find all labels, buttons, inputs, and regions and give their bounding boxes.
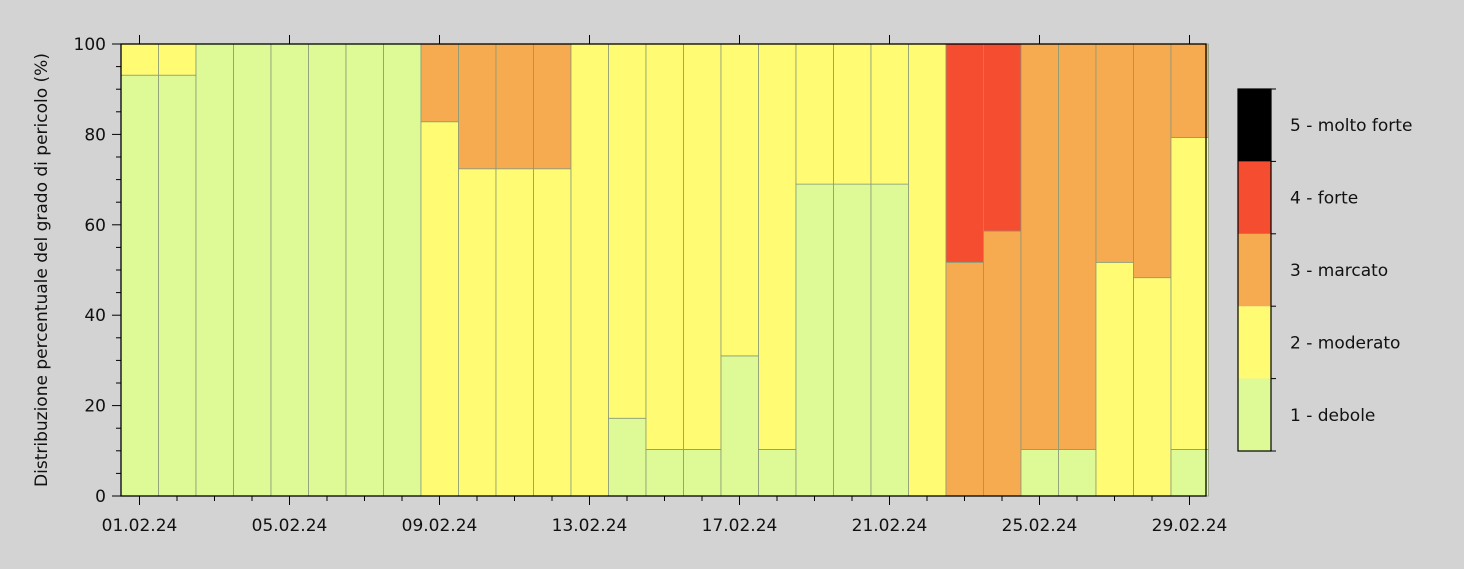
bar-segment-1-day-18 xyxy=(758,449,797,497)
x-tick-label: 29.02.24 xyxy=(1152,516,1228,536)
bar-segment-1-day-2 xyxy=(158,74,197,497)
bar-segment-4-day-24 xyxy=(983,43,1022,232)
legend-swatch xyxy=(1238,378,1271,451)
bar-segment-3-day-11 xyxy=(495,43,534,170)
bar-segment-3-day-28 xyxy=(1133,43,1172,279)
bars-layer xyxy=(120,43,1209,497)
bar-segment-2-day-22 xyxy=(908,43,947,497)
y-tick-label: 20 xyxy=(84,397,106,417)
bar-segment-1-day-26 xyxy=(1058,449,1097,497)
bar-segment-2-day-19 xyxy=(795,43,834,185)
bar-segment-2-day-17 xyxy=(720,43,759,357)
bar-segment-1-day-14 xyxy=(608,417,647,497)
y-tick-label: 0 xyxy=(95,487,106,507)
legend-label: 3 - marcato xyxy=(1290,261,1388,281)
bar-segment-2-day-28 xyxy=(1133,277,1172,497)
bar-segment-3-day-25 xyxy=(1020,43,1059,450)
bar-segment-2-day-18 xyxy=(758,43,797,450)
bar-segment-3-day-29 xyxy=(1170,43,1209,138)
x-tick-label: 13.02.24 xyxy=(552,516,628,536)
bar-segment-1-day-17 xyxy=(720,355,759,497)
y-tick-label: 80 xyxy=(84,125,106,145)
bar-segment-2-day-27 xyxy=(1095,261,1134,497)
x-tick-label: 05.02.24 xyxy=(252,516,328,536)
x-tick-label: 01.02.24 xyxy=(102,516,178,536)
bar-segment-2-day-10 xyxy=(458,168,497,497)
x-tick-label: 21.02.24 xyxy=(852,516,928,536)
x-tick-label: 25.02.24 xyxy=(1002,516,1078,536)
bar-segment-3-day-12 xyxy=(533,43,572,170)
legend-label: 2 - moderato xyxy=(1290,333,1400,353)
legend-swatch xyxy=(1238,233,1271,307)
bar-segment-1-day-3 xyxy=(195,43,234,497)
legend-label: 5 - molto forte xyxy=(1290,116,1412,136)
bar-segment-2-day-2 xyxy=(158,43,197,76)
bar-segment-2-day-14 xyxy=(608,43,647,419)
bar-segment-3-day-23 xyxy=(945,261,984,497)
bar-segment-2-day-13 xyxy=(570,43,609,497)
bar-segment-3-day-9 xyxy=(420,43,459,123)
bar-segment-1-day-1 xyxy=(120,74,159,497)
legend-swatch xyxy=(1238,161,1271,234)
bar-segment-2-day-21 xyxy=(870,43,909,185)
bar-segment-2-day-9 xyxy=(420,121,459,497)
bar-segment-1-day-5 xyxy=(270,43,309,497)
bar-segment-3-day-27 xyxy=(1095,43,1134,263)
y-tick-label: 40 xyxy=(84,306,106,326)
y-axis-label: Distribuzione percentuale del grado di p… xyxy=(32,53,52,487)
bar-segment-3-day-26 xyxy=(1058,43,1097,450)
bar-segment-2-day-29 xyxy=(1170,137,1209,450)
bar-segment-1-day-25 xyxy=(1020,449,1059,497)
bar-segment-3-day-24 xyxy=(983,230,1022,497)
bar-segment-1-day-20 xyxy=(833,183,872,497)
bar-segment-1-day-29 xyxy=(1170,449,1209,497)
y-tick-label: 60 xyxy=(84,216,106,236)
bar-segment-3-day-10 xyxy=(458,43,497,170)
bar-segment-2-day-15 xyxy=(645,43,684,450)
bar-segment-1-day-15 xyxy=(645,449,684,497)
bar-segment-1-day-16 xyxy=(683,449,722,497)
bar-segment-2-day-20 xyxy=(833,43,872,185)
bar-segment-1-day-19 xyxy=(795,183,834,497)
legend-frame xyxy=(1237,88,1272,452)
legend-swatch xyxy=(1238,306,1271,379)
legend-swatch xyxy=(1238,89,1271,162)
bar-segment-1-day-6 xyxy=(308,43,347,497)
bar-segment-2-day-1 xyxy=(120,43,159,76)
bar-segment-1-day-8 xyxy=(383,43,422,497)
bar-segment-1-day-4 xyxy=(233,43,272,497)
legend-colorbar: 1 - debole 2 - moderato 3 - marcato 4 - for… xyxy=(1237,88,1412,452)
bar-segment-4-day-23 xyxy=(945,43,984,263)
legend-label: 4 - forte xyxy=(1290,189,1358,209)
bar-segment-2-day-16 xyxy=(683,43,722,450)
x-tick-label: 09.02.24 xyxy=(402,516,478,536)
legend-label: 1 - debole xyxy=(1290,406,1375,426)
x-axis: 01.02.24 05.02.24 09.02.24 13.02.24 17.02.24… xyxy=(102,35,1228,536)
y-tick-label: 100 xyxy=(74,35,106,55)
bar-segment-1-day-7 xyxy=(345,43,384,497)
y-axis: 0 20 40 60 80 100 xyxy=(74,35,121,507)
bar-segment-2-day-12 xyxy=(533,168,572,497)
bar-segment-1-day-21 xyxy=(870,183,909,497)
x-tick-label: 17.02.24 xyxy=(702,516,778,536)
bar-segment-2-day-11 xyxy=(495,168,534,497)
